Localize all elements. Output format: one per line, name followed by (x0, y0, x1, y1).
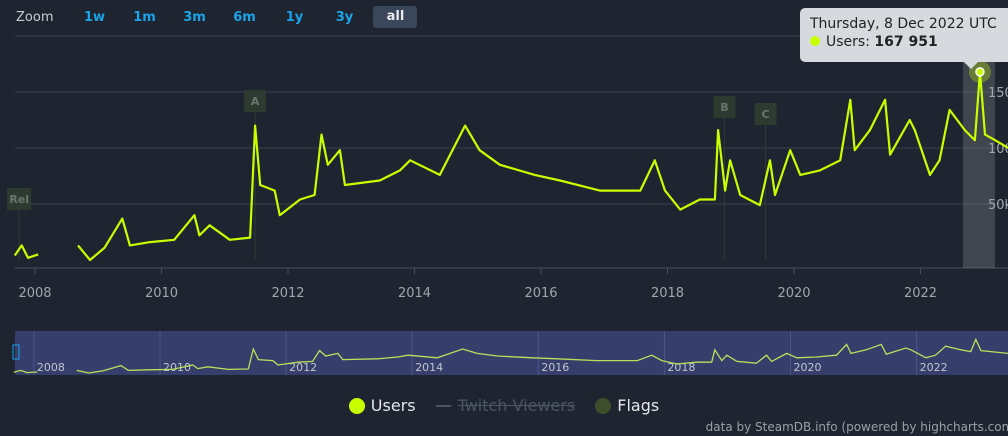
zoom-1y-button[interactable]: 1y (285, 9, 304, 25)
legend-twitch[interactable]: — Twitch Viewers (436, 396, 576, 415)
navigator-series-line (13, 337, 1008, 374)
x-tick-label: 2014 (398, 286, 431, 301)
zoom-selector: Zoom 1w 1m 3m 6m 1y 3y all (16, 6, 418, 28)
tooltip-value: 167 951 (874, 34, 938, 50)
navigator-tick-label: 2014 (415, 361, 443, 374)
flag-marker[interactable] (7, 188, 32, 210)
users-dot-icon (810, 36, 820, 46)
flag-marker[interactable] (713, 96, 736, 118)
flag-label: A (251, 95, 260, 108)
x-tick-label: 2008 (18, 286, 51, 301)
flags-dot-icon (595, 397, 612, 414)
navigator-tick-label: 2022 (920, 361, 948, 374)
y-tick-label: 100k (988, 142, 1008, 157)
x-tick-label: 2012 (271, 286, 304, 301)
x-tick-label: 2016 (524, 286, 557, 301)
zoom-1w-button[interactable]: 1w (83, 9, 106, 25)
legend-users-label: Users (370, 396, 416, 415)
zoom-6m-button[interactable]: 6m (233, 9, 256, 25)
line-icon: — (435, 396, 452, 415)
hover-point[interactable] (975, 67, 985, 77)
flag-marker[interactable] (754, 103, 777, 125)
users-dot-icon (348, 397, 365, 414)
navigator-tick-label: 2008 (37, 361, 65, 374)
zoom-all-button[interactable]: all (373, 6, 418, 28)
flag-label: Rel (9, 193, 29, 206)
zoom-3m-button[interactable]: 3m (183, 9, 206, 25)
y-tick-label: 50k (988, 198, 1008, 213)
flag-label: C (761, 108, 769, 121)
navigator-tick-label: 2010 (163, 361, 191, 374)
tooltip: Thursday, 8 Dec 2022 UTC Users: 167 951 (800, 8, 1008, 69)
users-chart[interactable]: Rel A B C 50k 100k 150k 2008 2010 2012 2014 2016 201… (0, 0, 1008, 390)
x-tick-label: 2020 (777, 286, 810, 301)
navigator-handle[interactable] (12, 344, 20, 360)
zoom-1m-button[interactable]: 1m (133, 9, 156, 25)
legend-users[interactable]: Users (348, 396, 416, 415)
y-tick-label: 150k (988, 86, 1008, 101)
flag-marker[interactable] (244, 90, 267, 112)
x-tick-label: 2010 (145, 286, 178, 301)
zoom-3y-button[interactable]: 3y (335, 9, 354, 25)
users-series-line[interactable] (13, 70, 1008, 262)
credit[interactable]: data by SteamDB.info (powered by highcha… (705, 420, 1008, 434)
x-tick-label: 2018 (651, 286, 684, 301)
flag-label: B (720, 101, 728, 114)
navigator-tick-label: 2016 (541, 361, 569, 374)
navigator-tick-label: 2020 (793, 361, 821, 374)
x-tick-label: 2022 (904, 286, 937, 301)
tooltip-date: Thursday, 8 Dec 2022 UTC (810, 16, 997, 32)
navigator-tick-label: 2012 (289, 361, 317, 374)
legend-flags[interactable]: Flags (595, 396, 659, 415)
tooltip-series: Users: (826, 34, 870, 50)
legend-flags-label: Flags (617, 396, 660, 415)
legend-twitch-label: Twitch Viewers (457, 396, 576, 415)
zoom-label: Zoom (16, 9, 54, 25)
navigator-tick-label: 2018 (667, 361, 695, 374)
legend: Users — Twitch Viewers Flags (0, 396, 1008, 415)
